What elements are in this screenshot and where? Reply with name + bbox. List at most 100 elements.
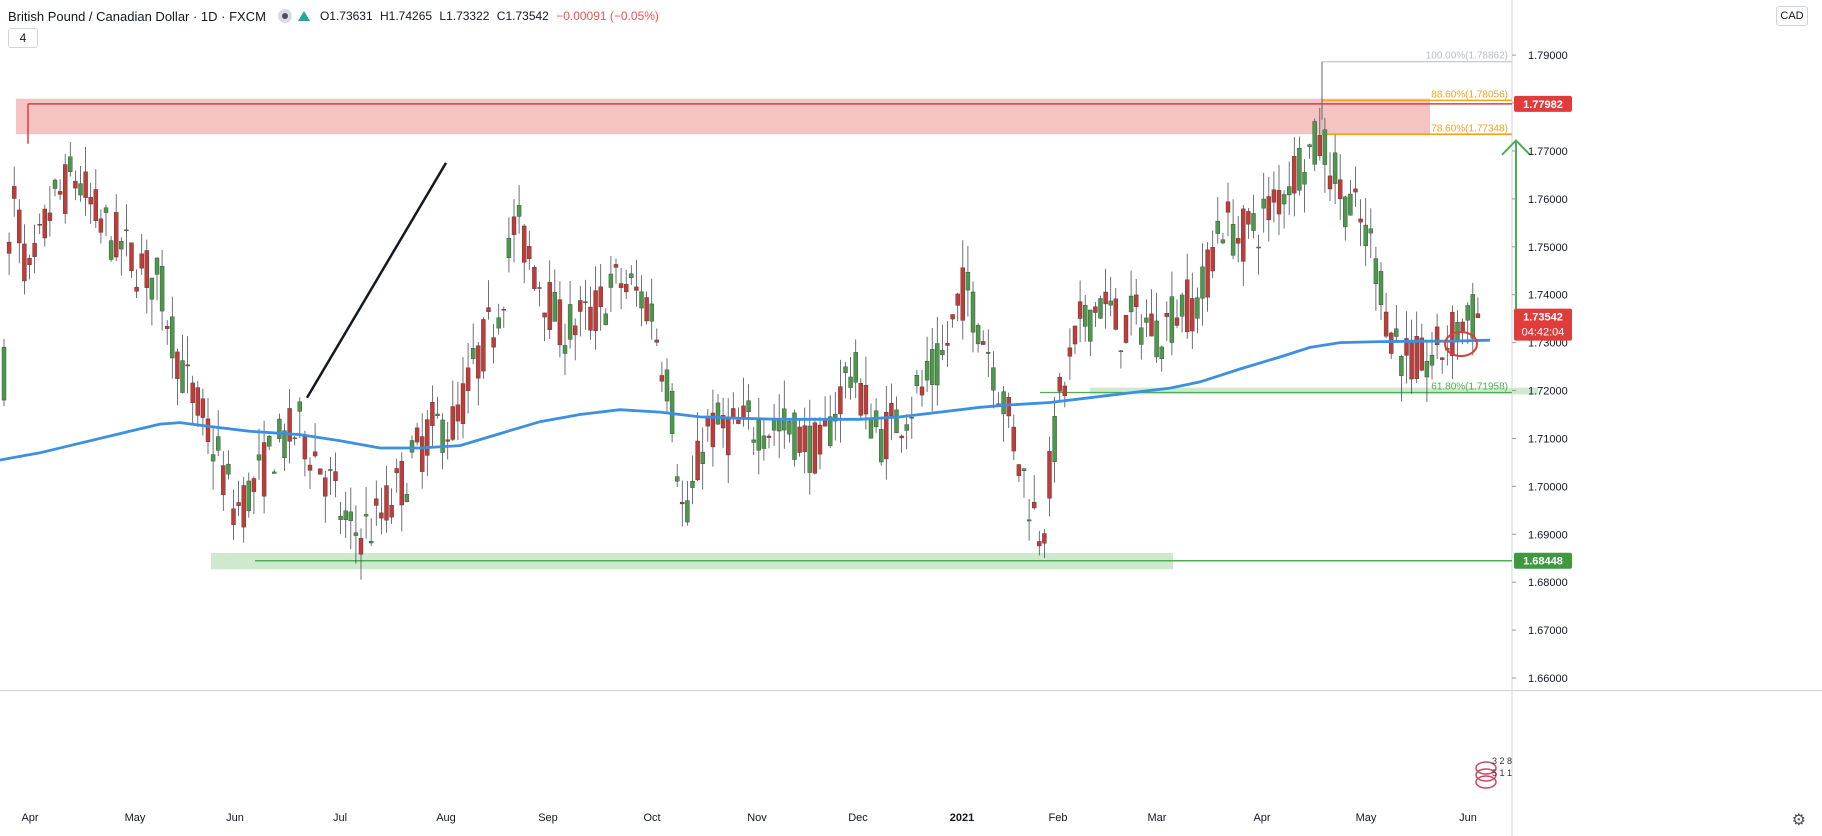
- y-tick-label: 1.72000: [1528, 386, 1568, 398]
- x-tick-label: May: [1356, 812, 1377, 824]
- fib-label: 100.00%(1.78862): [1426, 51, 1508, 62]
- candle-body: [251, 478, 257, 492]
- candle-body: [1021, 468, 1027, 471]
- candle-body: [175, 351, 180, 379]
- candle-body: [1072, 325, 1078, 345]
- candle-body: [1118, 350, 1124, 353]
- candle-body: [261, 442, 267, 497]
- candle-body: [159, 266, 165, 312]
- candle-body: [379, 512, 384, 519]
- candle-body: [246, 480, 252, 512]
- candle-body: [119, 241, 124, 250]
- candle-body: [1042, 533, 1047, 544]
- candle-body: [884, 412, 889, 460]
- candle-body: [1404, 338, 1409, 356]
- candle-body: [817, 424, 823, 455]
- x-tick-label: Mar: [1148, 812, 1167, 824]
- candle-body: [1261, 198, 1266, 209]
- candle-body: [1184, 279, 1190, 333]
- candle-body: [282, 430, 287, 459]
- candle-body: [736, 419, 741, 424]
- candle-body: [1378, 271, 1384, 305]
- candle-body: [593, 290, 598, 332]
- candle-body: [17, 209, 22, 244]
- candle-body: [476, 345, 481, 379]
- indicator-count-button[interactable]: 4: [8, 28, 38, 48]
- candle-body: [78, 183, 83, 196]
- candle-body: [955, 293, 960, 306]
- candle-body: [618, 283, 624, 288]
- candle-body: [1077, 301, 1083, 319]
- candle-body: [1322, 129, 1328, 165]
- candle-body: [312, 451, 318, 457]
- candle-body: [501, 309, 506, 311]
- candle-body: [1241, 208, 1246, 262]
- candle-body: [134, 286, 139, 292]
- candle-body: [496, 317, 501, 329]
- candle-body: [629, 273, 634, 278]
- candle-body: [634, 286, 639, 291]
- candle-body: [945, 343, 950, 346]
- candle-body: [766, 435, 772, 438]
- candle-body: [1470, 294, 1476, 339]
- candle-body: [164, 325, 170, 329]
- candle-body: [37, 224, 42, 226]
- candle-body: [1011, 426, 1016, 452]
- candle-body: [1082, 305, 1088, 327]
- candle-body: [1383, 311, 1389, 337]
- x-tick-label: 2021: [950, 812, 974, 824]
- candle-body: [608, 273, 614, 288]
- candle-body: [1414, 336, 1419, 379]
- candle-body: [889, 403, 894, 417]
- candle-body: [369, 540, 374, 544]
- y-tick-label: 1.75000: [1528, 242, 1568, 254]
- candle-body: [425, 419, 430, 456]
- candle-body: [358, 538, 364, 555]
- signature-text: 5 1 1: [1492, 768, 1512, 778]
- x-tick-label: Aug: [436, 812, 456, 824]
- candle-body: [57, 191, 63, 195]
- candle-body: [726, 418, 731, 456]
- candle-body: [1128, 295, 1134, 313]
- candle-body: [1317, 134, 1323, 157]
- flag-icon[interactable]: [297, 11, 310, 21]
- x-tick-label: Dec: [848, 812, 868, 824]
- candle-body: [1144, 317, 1149, 323]
- candle-body: [557, 299, 563, 346]
- candle-body: [42, 208, 47, 239]
- candle-body: [1139, 327, 1144, 345]
- candle-body: [353, 532, 359, 536]
- candle-body: [720, 415, 726, 429]
- candle-body: [598, 286, 603, 308]
- fib-label: 88.60%(1.78056): [1431, 89, 1508, 100]
- candle-body: [1123, 315, 1129, 343]
- current-price-label: 1.73542: [1523, 312, 1563, 324]
- candle-body: [700, 451, 705, 464]
- y-tick-label: 1.66000: [1528, 673, 1568, 685]
- candle-body: [578, 300, 583, 312]
- target-arrow-head: [1501, 138, 1531, 156]
- currency-button[interactable]: CAD: [1776, 6, 1808, 26]
- candle-body: [399, 461, 404, 506]
- candle-body: [231, 508, 236, 526]
- candle-body: [333, 471, 338, 482]
- candle-body: [88, 197, 93, 205]
- candle-body: [1312, 121, 1317, 165]
- candle-body: [787, 421, 792, 435]
- candle-body: [613, 264, 619, 268]
- candle-body: [603, 313, 608, 325]
- candle-body: [868, 417, 874, 439]
- candle-body: [746, 400, 751, 413]
- candle-body: [292, 437, 297, 440]
- candle-body: [588, 306, 593, 331]
- resistance-price-box: [1514, 95, 1572, 112]
- gear-icon[interactable]: ⚙: [1791, 812, 1806, 829]
- candle-body: [904, 424, 909, 431]
- candle-body: [1103, 291, 1108, 305]
- candle-body: [1439, 357, 1445, 360]
- eye-icon[interactable]: [277, 9, 292, 23]
- candle-body: [695, 440, 700, 481]
- symbol-title[interactable]: British Pound / Canadian Dollar · 1D · F…: [8, 8, 266, 24]
- candle-body: [1307, 144, 1312, 147]
